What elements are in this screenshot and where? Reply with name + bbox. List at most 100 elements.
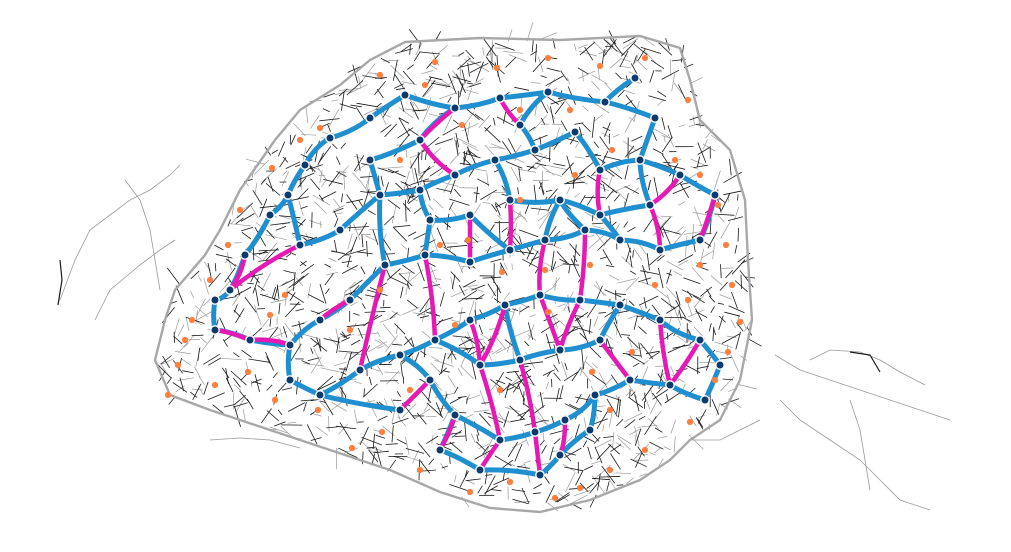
street-dark	[251, 327, 263, 338]
street-dark	[436, 188, 452, 192]
street-dark	[386, 253, 396, 255]
orange-point	[271, 396, 279, 404]
street-dark	[645, 350, 660, 355]
network-node	[475, 465, 485, 475]
street-light	[478, 443, 490, 450]
route-segment-magenta	[657, 317, 673, 388]
street-dark	[687, 290, 693, 298]
street-dark	[435, 138, 453, 145]
street-light	[348, 84, 368, 94]
street-dark	[441, 465, 448, 469]
street-dark	[549, 446, 554, 461]
street-dark	[666, 304, 680, 314]
street-light	[684, 236, 688, 257]
street-dark	[295, 308, 305, 312]
street-light	[594, 464, 612, 479]
orange-point	[416, 466, 424, 474]
street-dark	[560, 120, 568, 132]
street-light	[450, 319, 459, 323]
street-light	[634, 426, 640, 447]
street-light	[430, 266, 438, 283]
suburban-street	[57, 259, 63, 306]
street-dark	[725, 270, 733, 279]
street-dark	[463, 279, 477, 288]
street-dark	[466, 397, 468, 404]
street-light	[284, 322, 297, 339]
street-light	[495, 344, 514, 354]
street-dark	[423, 167, 431, 173]
suburban-street	[774, 354, 951, 421]
street-dark	[585, 393, 591, 403]
street-light	[560, 361, 568, 378]
street-light	[712, 242, 716, 260]
network-node	[515, 355, 525, 365]
network-node	[365, 113, 375, 123]
street-dark	[717, 302, 724, 305]
orange-point	[451, 321, 459, 329]
street-light	[312, 194, 331, 206]
street-dark	[287, 402, 306, 412]
street-light	[617, 278, 636, 284]
street-light	[402, 307, 420, 315]
street-dark	[672, 180, 684, 189]
street-dark	[666, 269, 672, 284]
street-light	[444, 114, 453, 132]
street-light	[279, 280, 288, 288]
street-light	[628, 116, 636, 122]
street-dark	[602, 126, 611, 132]
street-dark	[638, 342, 642, 358]
street-light	[450, 276, 454, 291]
street-dark	[616, 484, 624, 486]
street-dark	[458, 284, 465, 296]
street-light	[591, 80, 600, 91]
orange-point	[181, 336, 189, 344]
street-dark	[599, 256, 608, 260]
street-dark	[697, 142, 707, 163]
orange-point	[281, 291, 289, 299]
street-light	[690, 166, 699, 170]
orange-point	[348, 444, 356, 452]
street-dark	[550, 106, 555, 124]
network-node	[543, 87, 553, 97]
street-dark	[602, 394, 622, 401]
street-light	[261, 318, 270, 329]
suburban-street	[849, 399, 871, 491]
street-dark	[541, 444, 547, 454]
street-light	[397, 416, 407, 427]
orange-point	[376, 71, 384, 79]
street-dark	[477, 178, 490, 186]
street-dark	[740, 274, 742, 290]
street-light	[391, 204, 397, 224]
network-node	[560, 415, 570, 425]
network-node	[210, 295, 220, 305]
network-node	[625, 375, 635, 385]
street-dark	[579, 332, 587, 340]
street-dark	[458, 290, 478, 303]
street-light	[282, 170, 288, 176]
street-dark	[449, 484, 470, 492]
street-dark	[539, 391, 544, 408]
street-light	[606, 475, 616, 489]
street-light	[421, 70, 434, 75]
network-node	[500, 300, 510, 310]
street-light	[181, 358, 192, 366]
street-dark	[454, 386, 459, 394]
street-dark	[417, 442, 431, 458]
street-dark	[160, 355, 172, 365]
street-dark	[633, 316, 638, 330]
street-light	[335, 328, 341, 349]
street-light	[626, 276, 640, 291]
street-dark	[566, 217, 583, 232]
network-node	[575, 295, 585, 305]
street-dark	[295, 172, 315, 182]
street-dark	[393, 455, 405, 460]
street-light	[201, 334, 215, 353]
street-dark	[550, 97, 571, 105]
street-dark	[604, 289, 622, 298]
street-light	[383, 397, 388, 406]
street-dark	[285, 161, 301, 169]
street-dark	[630, 458, 647, 468]
street-dark	[535, 44, 537, 63]
street-dark	[252, 246, 255, 261]
street-dark	[448, 347, 457, 360]
